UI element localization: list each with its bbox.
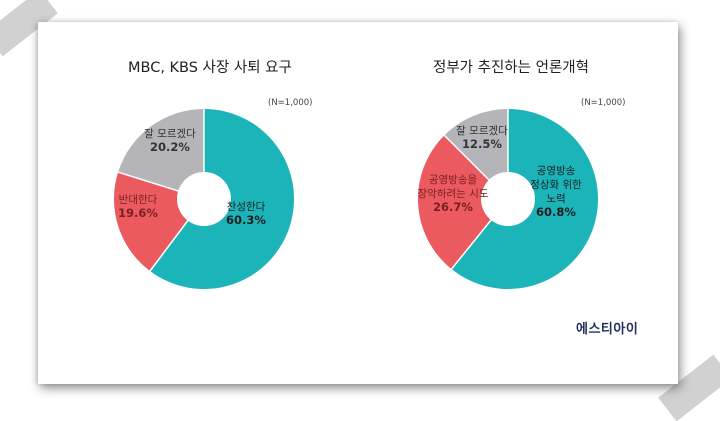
brand-logo: 에스티아이: [576, 322, 639, 337]
slice-label-2-1: 공영방송 정상화 위한 노력 60.8%: [530, 165, 582, 219]
slice-label-2-3: 잘 모르겠다 12.5%: [456, 125, 508, 151]
pie-slice-2-2: [418, 135, 508, 270]
donut-hole-2: [481, 172, 535, 226]
slice-label-1-3: 잘 모르겠다 20.2%: [144, 128, 196, 154]
slice-label-1-2: 반대한다 19.6%: [118, 194, 158, 220]
pie-slice-1-3: [118, 109, 204, 199]
donut-hole-1: [177, 172, 231, 226]
pie-charts: 찬성한다 60.3% 반대한다 19.6% 잘 모르겠다 20.2% 공영방송 정상화 위한 노…: [114, 109, 599, 289]
chart-title-2: 정부가 추진하는 언론개혁: [433, 60, 589, 76]
sample-size-1: (N=1,000): [268, 98, 313, 108]
chart-title-1: MBC, KBS 사장 사퇴 요구: [128, 60, 292, 76]
pie-slice-2-3: [444, 109, 508, 199]
slice-label-1-1: 찬성한다 60.3%: [226, 201, 266, 227]
slice-label-2-2: 공영방송을 장악하려는 시도 26.7%: [418, 174, 489, 214]
chart-card: MBC, KBS 사장 사퇴 요구 (N=1,000) 정부가 추진하는 언론개…: [38, 22, 678, 384]
sample-size-2: (N=1,000): [581, 98, 626, 108]
